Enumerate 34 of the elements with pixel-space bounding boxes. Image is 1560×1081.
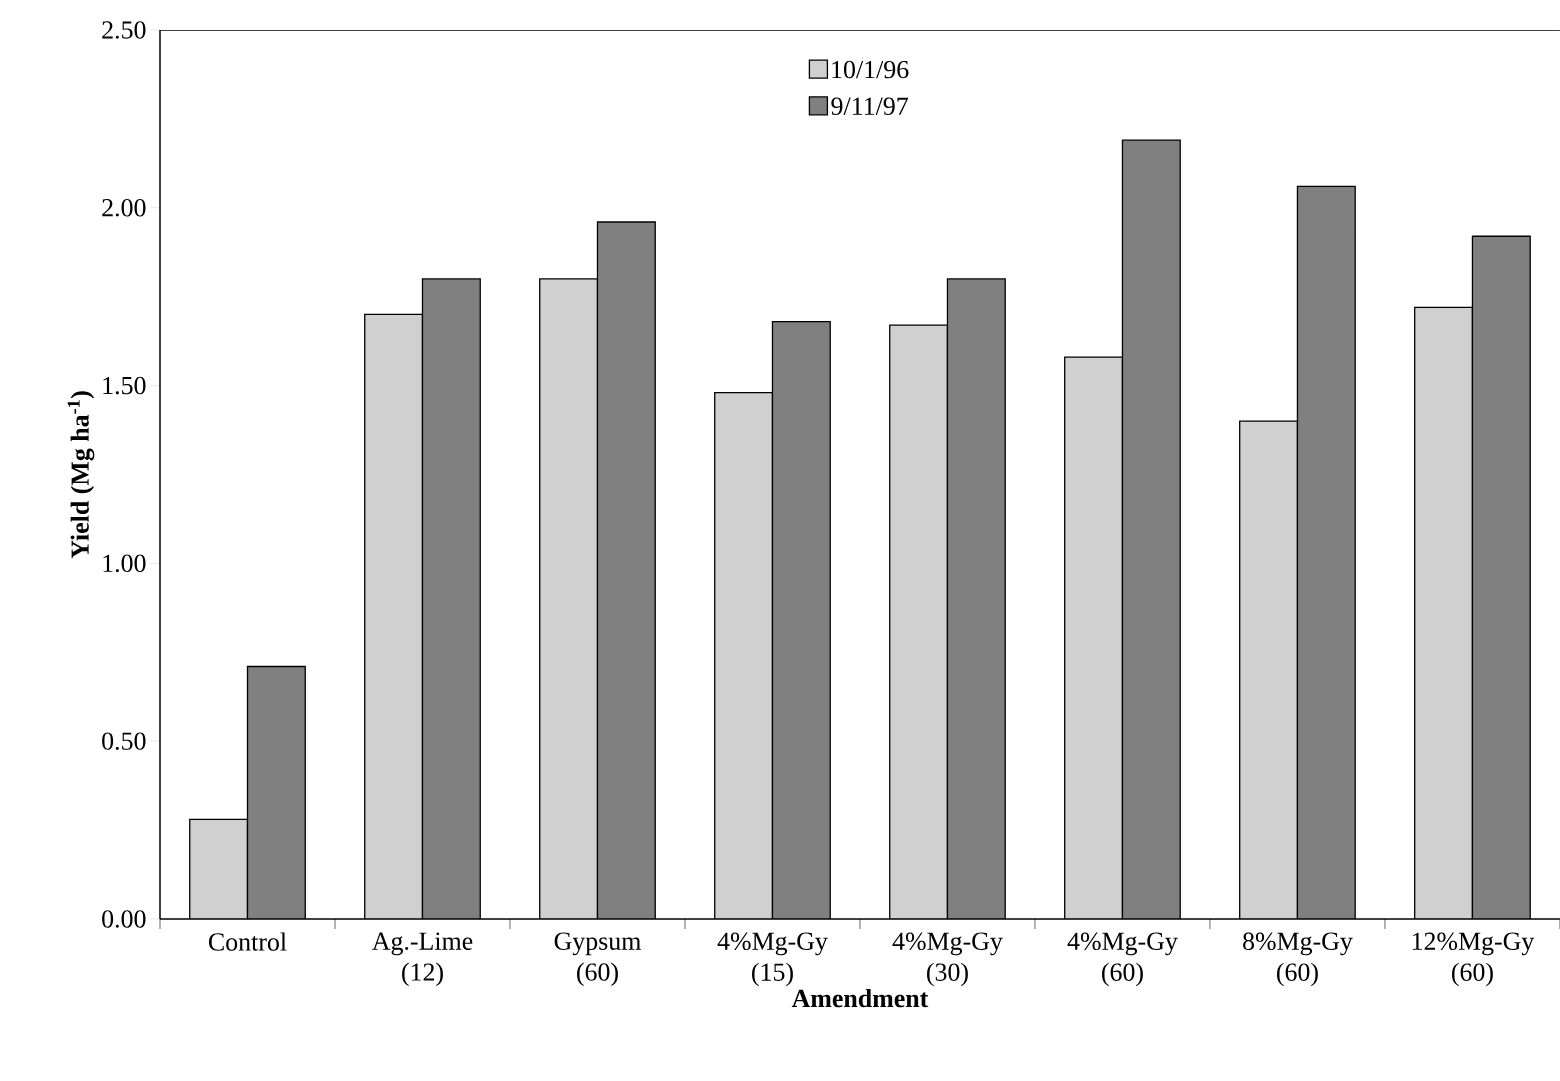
legend-label: 10/1/96	[832, 60, 909, 79]
y-tick-label: 0.50	[102, 732, 146, 750]
y-tick-label: 2.50	[102, 21, 146, 39]
bar	[364, 314, 423, 919]
y-tick-label: 0.00	[102, 910, 146, 928]
bar	[189, 819, 248, 919]
bar	[714, 392, 773, 919]
y-tick-label: 1.50	[103, 376, 146, 395]
legend-label: 9/11/97	[831, 97, 908, 115]
bar	[539, 278, 598, 919]
bar	[889, 325, 948, 919]
x-tick-label: Control	[208, 932, 287, 951]
bar	[1414, 306, 1474, 919]
bar	[597, 222, 656, 919]
x-tick-label: 4%Mg-Gy (60)	[1067, 932, 1178, 987]
y-axis-title: Yield (Mg ha$^{-1}$)	[67, 391, 95, 559]
bar	[422, 278, 481, 919]
bar	[1064, 357, 1123, 919]
x-tick-label: 12%Mg-Gy (60)	[1412, 932, 1535, 987]
y-tick-label: 1.00	[103, 554, 146, 573]
bar	[772, 321, 831, 919]
bar	[1297, 186, 1356, 919]
bar	[1239, 421, 1298, 919]
bar	[1471, 235, 1531, 919]
x-tick-label: 4%Mg-Gy (30)	[892, 932, 1003, 987]
bar	[947, 278, 1006, 919]
x-tick-label: Ag.-Lime (12)	[372, 932, 473, 987]
x-tick-label: Gypsum (60)	[554, 932, 641, 987]
x-tick-label: 8%Mg-Gy (60)	[1243, 932, 1353, 987]
bar	[247, 666, 306, 919]
x-axis-title: Amendment	[791, 988, 929, 1008]
bar	[1122, 140, 1181, 919]
x-tick-label: 4%Mg-Gy (15)	[717, 932, 828, 987]
y-tick-label: 2.00	[102, 198, 146, 217]
